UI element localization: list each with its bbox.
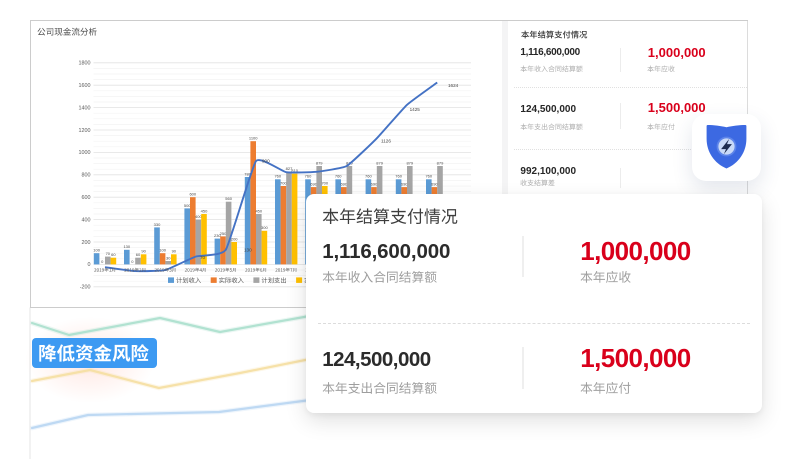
- svg-text:690: 690: [371, 182, 378, 187]
- svg-text:700: 700: [280, 180, 287, 185]
- svg-text:1400: 1400: [79, 105, 91, 111]
- svg-text:-200: -200: [80, 285, 91, 291]
- svg-text:30: 30: [166, 255, 171, 260]
- svg-text:300: 300: [261, 225, 268, 230]
- svg-text:0: 0: [101, 259, 104, 264]
- svg-text:600: 600: [189, 192, 196, 197]
- svg-text:1000: 1000: [79, 150, 91, 156]
- svg-text:760: 760: [335, 174, 342, 179]
- svg-text:90: 90: [141, 249, 146, 254]
- svg-text:600: 600: [82, 195, 91, 201]
- svg-text:810: 810: [291, 168, 298, 173]
- svg-text:760: 760: [425, 174, 432, 179]
- svg-text:1800: 1800: [79, 61, 91, 67]
- svg-text:760: 760: [305, 174, 312, 179]
- svg-text:130: 130: [244, 248, 252, 253]
- svg-text:760: 760: [365, 174, 372, 179]
- svg-text:100: 100: [159, 248, 166, 253]
- svg-text:690: 690: [340, 182, 347, 187]
- svg-text:100: 100: [93, 248, 100, 253]
- svg-text:200: 200: [231, 236, 238, 241]
- svg-text:780: 780: [244, 171, 251, 176]
- svg-text:450: 450: [201, 208, 208, 213]
- svg-text:690: 690: [431, 182, 438, 187]
- svg-text:879: 879: [437, 160, 444, 165]
- svg-text:1600: 1600: [79, 83, 91, 89]
- svg-text:1425: 1425: [410, 107, 421, 112]
- svg-text:230: 230: [214, 233, 221, 238]
- svg-text:250: 250: [220, 231, 227, 236]
- svg-text:200: 200: [82, 240, 91, 246]
- svg-text:500: 500: [184, 203, 191, 208]
- svg-text:400: 400: [82, 217, 91, 223]
- svg-text:90: 90: [172, 249, 177, 254]
- svg-text:879: 879: [316, 160, 323, 165]
- svg-text:60: 60: [136, 252, 141, 257]
- svg-text:1200: 1200: [79, 128, 91, 134]
- svg-text:450: 450: [255, 208, 262, 213]
- svg-text:0: 0: [88, 262, 91, 268]
- svg-text:800: 800: [82, 173, 91, 179]
- svg-text:330: 330: [154, 222, 161, 227]
- svg-text:690: 690: [310, 182, 317, 187]
- svg-text:70: 70: [106, 251, 111, 256]
- svg-text:760: 760: [274, 174, 281, 179]
- svg-text:827: 827: [286, 166, 293, 171]
- svg-text:879: 879: [376, 160, 383, 165]
- svg-text:400: 400: [195, 214, 202, 219]
- svg-text:900: 900: [262, 158, 270, 163]
- svg-text:560: 560: [225, 196, 232, 201]
- svg-text:0: 0: [131, 259, 134, 264]
- svg-text:700: 700: [321, 180, 328, 185]
- svg-text:70: 70: [200, 255, 206, 260]
- svg-text:130: 130: [123, 244, 130, 249]
- svg-text:760: 760: [395, 174, 402, 179]
- svg-text:1100: 1100: [249, 136, 258, 141]
- svg-text:879: 879: [406, 160, 413, 165]
- svg-text:690: 690: [401, 182, 408, 187]
- svg-text:1624: 1624: [448, 83, 459, 88]
- svg-text:60: 60: [111, 252, 116, 257]
- svg-text:1126: 1126: [381, 139, 391, 144]
